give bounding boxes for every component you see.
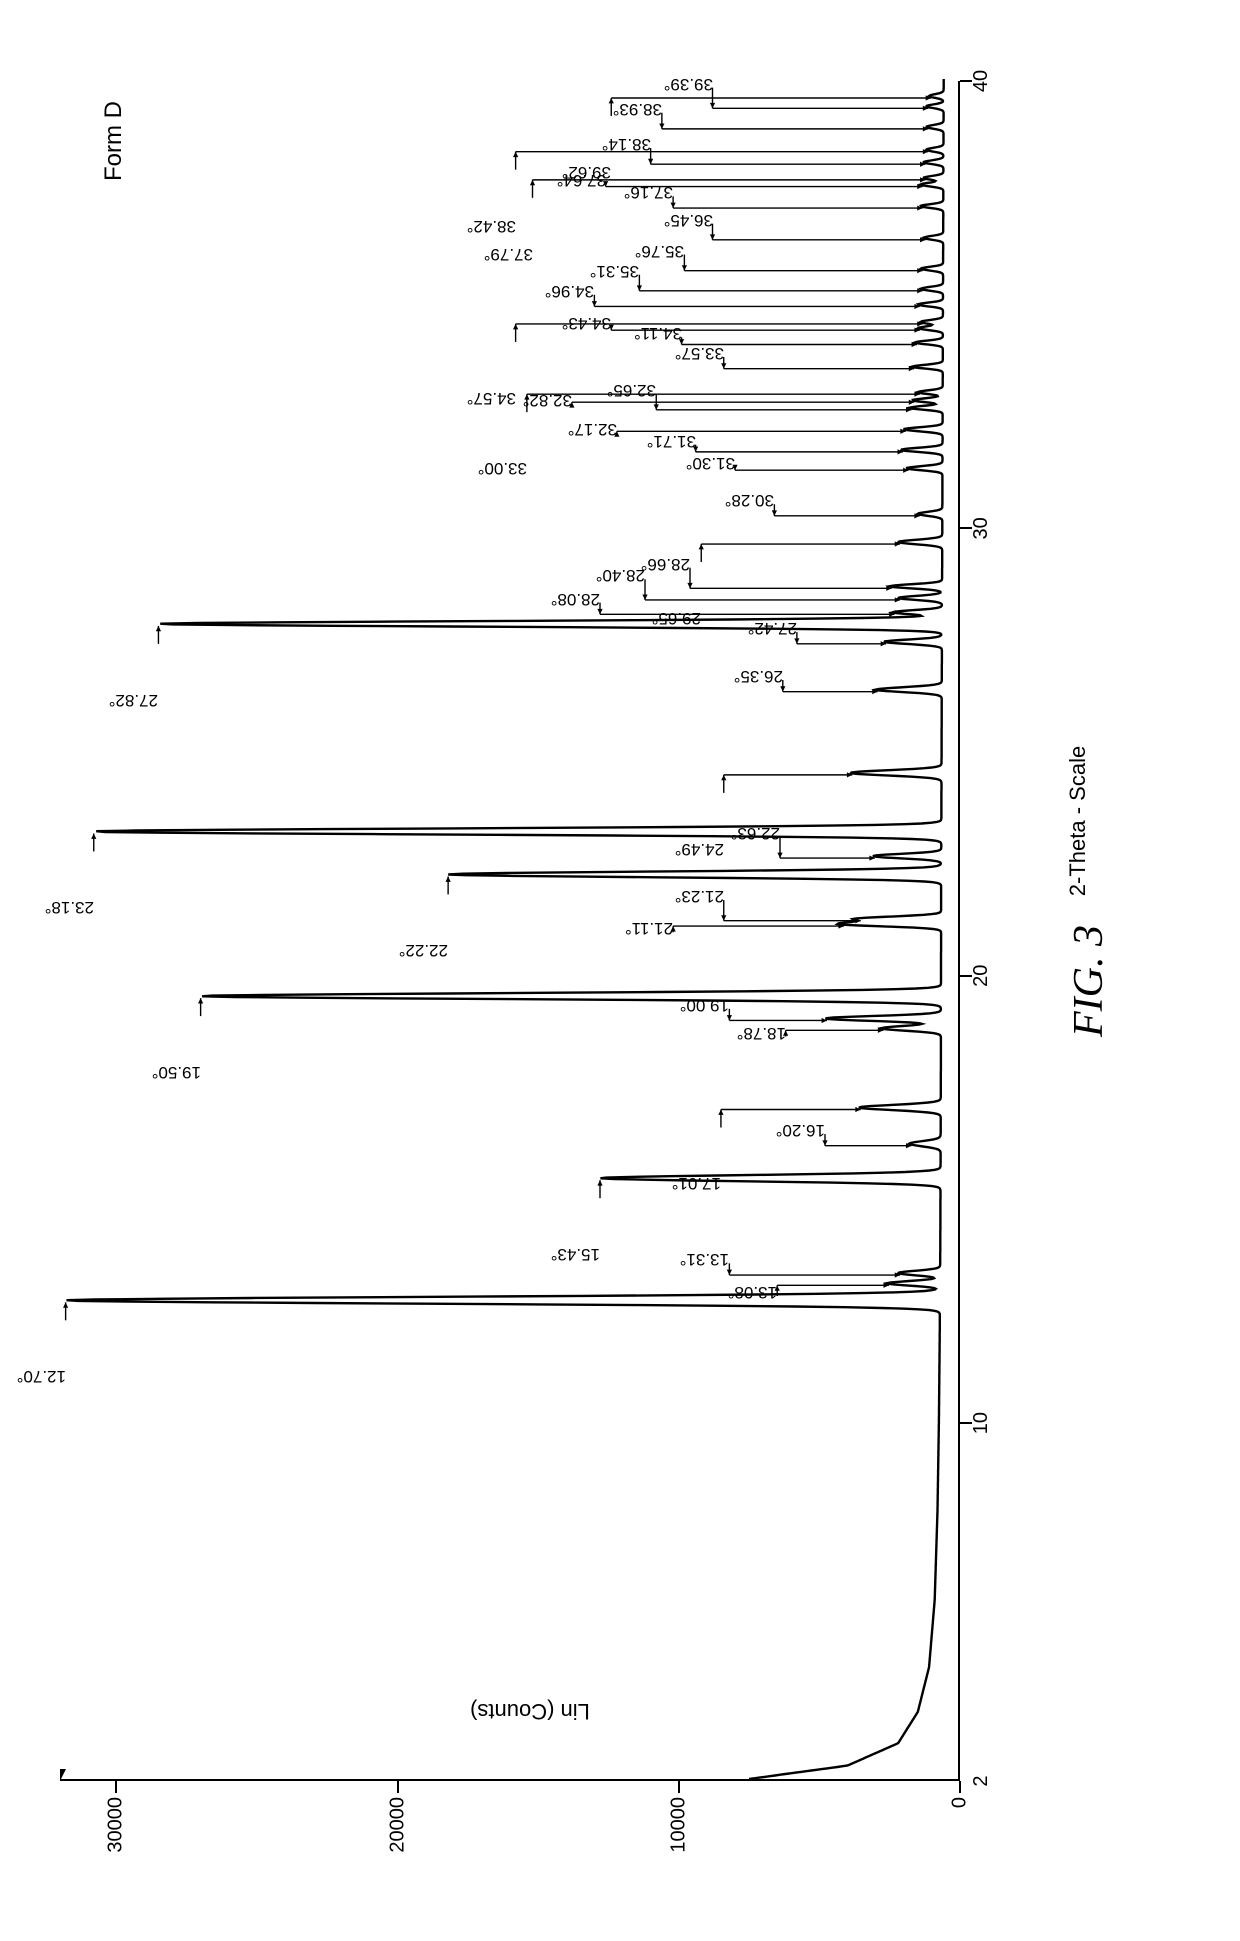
y-axis-label: Lin (Counts)	[470, 1698, 590, 1724]
peak-label: 19.50°	[151, 1062, 200, 1082]
peak-label: 27.82°	[109, 690, 158, 710]
peak-label: 13.08°	[728, 1282, 777, 1302]
ytick	[115, 1781, 117, 1793]
xtick-label: 40	[970, 70, 993, 92]
peak-label: 28.40°	[596, 565, 645, 585]
ytick-label: 20000	[386, 1797, 409, 1853]
peak-label: 13.31°	[680, 1249, 729, 1269]
xtick-label: 20	[970, 965, 993, 987]
peak-label: 18.78°	[736, 1023, 785, 1043]
peak-label: 27.42°	[748, 618, 797, 638]
peak-label: 33.00°	[478, 458, 527, 478]
peak-label: 35.76°	[635, 241, 684, 261]
peak-label: 32.82°	[523, 390, 572, 410]
xtick-label: 30	[970, 517, 993, 539]
ytick-label: 10000	[667, 1797, 690, 1853]
peak-label: 22.63°	[731, 823, 780, 843]
peak-label: 17.01°	[672, 1174, 721, 1194]
peak-label: 35.31°	[590, 261, 639, 281]
ytick	[397, 1781, 399, 1793]
peak-label: 21.11°	[625, 918, 673, 938]
peak-label: 34.43°	[562, 313, 611, 333]
figure-label: FIG. 3	[1065, 925, 1113, 1037]
xrd-trace	[67, 79, 944, 1779]
peak-label: 28.08°	[551, 589, 600, 609]
peak-label: 36.45°	[663, 210, 712, 230]
peak-label: 39.62°	[562, 162, 611, 182]
peak-label: 37.16°	[624, 182, 673, 202]
chart-area: Lin (Counts) 2-Theta - Scale Form D 12.7…	[60, 81, 1040, 1781]
ytick-label: 0	[949, 1797, 972, 1808]
peak-label: 19.00°	[680, 995, 729, 1015]
peak-label: 28.66°	[641, 554, 690, 574]
peak-label: 24.49°	[674, 839, 723, 859]
rotated-page: Lin (Counts) 2-Theta - Scale Form D 12.7…	[0, 0, 1240, 1941]
peak-label: 21.23°	[674, 886, 723, 906]
peak-label: 37.79°	[483, 244, 532, 264]
form-label: Form D	[100, 101, 128, 181]
peak-label: 26.35°	[733, 666, 782, 686]
peak-label: 16.20°	[776, 1120, 825, 1140]
peak-label: 22.22°	[399, 940, 448, 960]
xtick-label: 10	[970, 1412, 993, 1434]
peak-label: 23.18°	[44, 897, 93, 917]
xrd-plot	[60, 79, 960, 1779]
xtick-label: 2	[970, 1775, 993, 1786]
ytick	[959, 1781, 961, 1793]
peak-label: 38.93°	[613, 99, 662, 119]
peak-label: 34.11°	[633, 323, 681, 343]
peak-label: 29.65°	[652, 608, 701, 628]
peak-label: 38.14°	[601, 134, 650, 154]
peak-label: 31.30°	[686, 454, 735, 474]
x-axis-label: 2-Theta - Scale	[1065, 746, 1091, 896]
peak-label: 32.65°	[607, 380, 656, 400]
peak-label: 31.71°	[646, 431, 695, 451]
peak-label: 38.42°	[466, 216, 515, 236]
ytick	[678, 1781, 680, 1793]
peak-label: 30.28°	[725, 490, 774, 510]
trace-start-marker	[60, 1769, 66, 1779]
peak-label: 34.96°	[545, 281, 594, 301]
peak-label: 15.43°	[551, 1244, 600, 1264]
ytick-label: 30000	[105, 1797, 128, 1853]
peak-label: 34.57°	[466, 388, 515, 408]
peak-label: 33.57°	[674, 343, 723, 363]
peak-label: 32.17°	[568, 419, 617, 439]
peak-label: 39.39°	[663, 74, 712, 94]
plot-box	[60, 81, 960, 1781]
peak-label: 12.70°	[16, 1366, 65, 1386]
